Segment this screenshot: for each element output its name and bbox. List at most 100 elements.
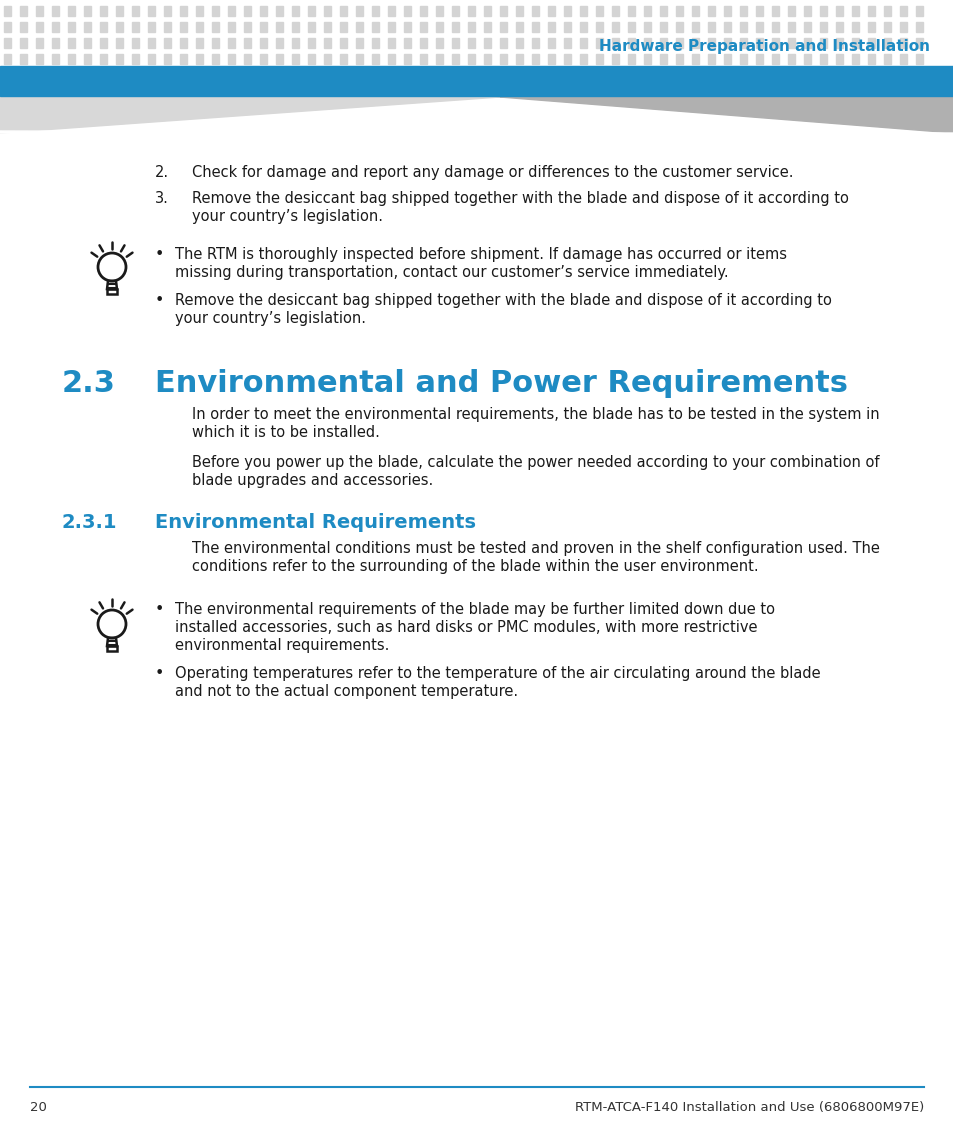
Text: •: • [154,666,164,681]
Bar [324,22,331,32]
Bar [659,54,666,64]
Bar [787,38,794,48]
Bar [355,70,363,80]
Bar [52,6,59,16]
Bar [372,54,378,64]
Bar [20,54,27,64]
Bar [563,22,571,32]
Bar [339,70,347,80]
Bar [835,70,842,80]
Bar [452,70,458,80]
Text: Remove the desiccant bag shipped together with the blade and dispose of it accor: Remove the desiccant bag shipped togethe… [192,191,848,206]
Bar [132,38,139,48]
Bar [547,38,555,48]
Bar [100,70,107,80]
Bar [388,54,395,64]
Bar [723,54,730,64]
Bar [260,38,267,48]
Bar [260,70,267,80]
Bar [212,70,219,80]
Bar [596,6,602,16]
Bar [676,54,682,64]
Bar [707,38,714,48]
Bar [563,38,571,48]
Bar [228,70,234,80]
Text: In order to meet the environmental requirements, the blade has to be tested in t: In order to meet the environmental requi… [192,406,879,423]
Bar [835,38,842,48]
Bar [867,54,874,64]
Bar [915,22,923,32]
Bar [787,22,794,32]
Bar [195,6,203,16]
Bar [612,6,618,16]
Bar [372,70,378,80]
Bar [212,38,219,48]
Bar [84,70,91,80]
Bar [107,646,117,652]
Bar [579,54,586,64]
Bar [803,54,810,64]
Bar [915,54,923,64]
Bar [52,22,59,32]
Bar [148,22,154,32]
Bar [228,6,234,16]
Bar [755,70,762,80]
Bar [867,6,874,16]
Bar [195,38,203,48]
Bar [915,70,923,80]
Bar [820,38,826,48]
Bar [899,70,906,80]
Bar [499,54,506,64]
Bar [324,54,331,64]
Bar [771,6,779,16]
Bar [388,6,395,16]
Bar [164,70,171,80]
Bar [68,38,75,48]
Bar [228,22,234,32]
Bar [116,54,123,64]
Bar [324,38,331,48]
Bar [164,38,171,48]
Text: •: • [154,602,164,617]
Bar [324,70,331,80]
Bar [52,54,59,64]
Bar [419,6,427,16]
Bar [308,70,314,80]
Bar [292,54,298,64]
Text: missing during transportation, contact our customer’s service immediately.: missing during transportation, contact o… [174,264,728,281]
Bar [339,38,347,48]
Bar [419,70,427,80]
Bar [787,6,794,16]
Text: Operating temperatures refer to the temperature of the air circulating around th: Operating temperatures refer to the temp… [174,666,820,681]
Bar [84,22,91,32]
Bar [676,70,682,80]
Bar [867,22,874,32]
Bar [212,6,219,16]
Bar [116,70,123,80]
Bar [148,70,154,80]
Bar [292,38,298,48]
Bar [883,6,890,16]
Bar [275,38,283,48]
Bar [596,38,602,48]
Text: The environmental requirements of the blade may be further limited down due to: The environmental requirements of the bl… [174,602,774,617]
Bar [68,6,75,16]
Bar [563,54,571,64]
Bar [228,54,234,64]
Bar [627,38,635,48]
Bar [740,38,746,48]
Bar [596,54,602,64]
Bar [483,22,491,32]
Bar [899,38,906,48]
Bar [195,22,203,32]
Bar [899,22,906,32]
Bar [468,70,475,80]
Bar [452,22,458,32]
Bar [292,6,298,16]
Bar [4,54,11,64]
Bar [195,54,203,64]
Bar [244,6,251,16]
Bar [499,6,506,16]
Bar [275,54,283,64]
Bar [707,54,714,64]
